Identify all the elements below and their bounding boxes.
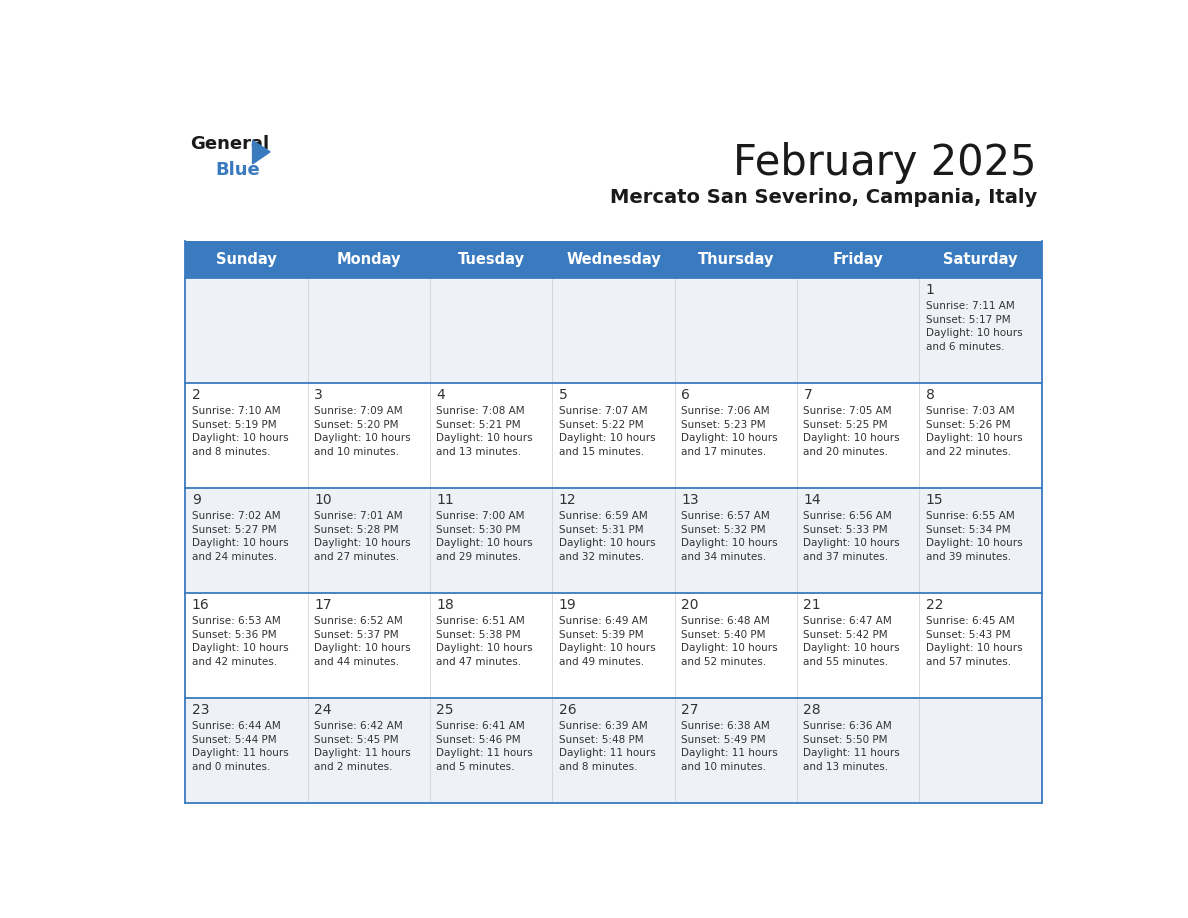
Text: 6: 6 [681,387,690,402]
Text: Sunrise: 7:09 AM
Sunset: 5:20 PM
Daylight: 10 hours
and 10 minutes.: Sunrise: 7:09 AM Sunset: 5:20 PM Dayligh… [314,406,411,457]
Bar [185,487,1042,593]
Bar [185,698,1042,803]
Text: 5: 5 [558,387,568,402]
Text: Sunrise: 6:45 AM
Sunset: 5:43 PM
Daylight: 10 hours
and 57 minutes.: Sunrise: 6:45 AM Sunset: 5:43 PM Dayligh… [925,616,1023,667]
Text: Saturday: Saturday [943,252,1018,267]
Text: Sunrise: 6:36 AM
Sunset: 5:50 PM
Daylight: 11 hours
and 13 minutes.: Sunrise: 6:36 AM Sunset: 5:50 PM Dayligh… [803,722,901,772]
Text: 25: 25 [436,703,454,717]
Text: Sunrise: 6:53 AM
Sunset: 5:36 PM
Daylight: 10 hours
and 42 minutes.: Sunrise: 6:53 AM Sunset: 5:36 PM Dayligh… [191,616,289,667]
Text: Thursday: Thursday [697,252,773,267]
Text: 8: 8 [925,387,935,402]
Text: General: General [190,135,268,153]
Text: 13: 13 [681,493,699,507]
Text: Sunrise: 7:10 AM
Sunset: 5:19 PM
Daylight: 10 hours
and 8 minutes.: Sunrise: 7:10 AM Sunset: 5:19 PM Dayligh… [191,406,289,457]
Text: Sunrise: 7:11 AM
Sunset: 5:17 PM
Daylight: 10 hours
and 6 minutes.: Sunrise: 7:11 AM Sunset: 5:17 PM Dayligh… [925,301,1023,352]
Text: Sunrise: 7:03 AM
Sunset: 5:26 PM
Daylight: 10 hours
and 22 minutes.: Sunrise: 7:03 AM Sunset: 5:26 PM Dayligh… [925,406,1023,457]
Text: 1: 1 [925,283,935,297]
Text: Sunrise: 6:39 AM
Sunset: 5:48 PM
Daylight: 11 hours
and 8 minutes.: Sunrise: 6:39 AM Sunset: 5:48 PM Dayligh… [558,722,656,772]
Text: 15: 15 [925,493,943,507]
Text: 22: 22 [925,598,943,611]
Text: Sunrise: 6:57 AM
Sunset: 5:32 PM
Daylight: 10 hours
and 34 minutes.: Sunrise: 6:57 AM Sunset: 5:32 PM Dayligh… [681,511,778,562]
Text: Tuesday: Tuesday [457,252,525,267]
Text: 17: 17 [314,598,331,611]
Text: Sunrise: 6:55 AM
Sunset: 5:34 PM
Daylight: 10 hours
and 39 minutes.: Sunrise: 6:55 AM Sunset: 5:34 PM Dayligh… [925,511,1023,562]
Text: 9: 9 [191,493,201,507]
Bar [185,277,1042,383]
Text: 7: 7 [803,387,813,402]
Text: 28: 28 [803,703,821,717]
Bar [185,593,1042,698]
Bar [185,241,1042,277]
Polygon shape [253,140,270,164]
Text: Sunrise: 6:49 AM
Sunset: 5:39 PM
Daylight: 10 hours
and 49 minutes.: Sunrise: 6:49 AM Sunset: 5:39 PM Dayligh… [558,616,656,667]
Text: Blue: Blue [216,161,260,179]
Text: Sunrise: 7:02 AM
Sunset: 5:27 PM
Daylight: 10 hours
and 24 minutes.: Sunrise: 7:02 AM Sunset: 5:27 PM Dayligh… [191,511,289,562]
Text: Sunrise: 6:41 AM
Sunset: 5:46 PM
Daylight: 11 hours
and 5 minutes.: Sunrise: 6:41 AM Sunset: 5:46 PM Dayligh… [436,722,533,772]
Text: 24: 24 [314,703,331,717]
Text: 21: 21 [803,598,821,611]
Text: Sunrise: 7:05 AM
Sunset: 5:25 PM
Daylight: 10 hours
and 20 minutes.: Sunrise: 7:05 AM Sunset: 5:25 PM Dayligh… [803,406,901,457]
Text: 12: 12 [558,493,576,507]
Text: Sunrise: 6:56 AM
Sunset: 5:33 PM
Daylight: 10 hours
and 37 minutes.: Sunrise: 6:56 AM Sunset: 5:33 PM Dayligh… [803,511,901,562]
Text: 16: 16 [191,598,209,611]
Text: 10: 10 [314,493,331,507]
Text: Wednesday: Wednesday [565,252,661,267]
Text: Sunrise: 6:48 AM
Sunset: 5:40 PM
Daylight: 10 hours
and 52 minutes.: Sunrise: 6:48 AM Sunset: 5:40 PM Dayligh… [681,616,778,667]
Text: February 2025: February 2025 [733,142,1037,184]
Text: Sunrise: 7:06 AM
Sunset: 5:23 PM
Daylight: 10 hours
and 17 minutes.: Sunrise: 7:06 AM Sunset: 5:23 PM Dayligh… [681,406,778,457]
Text: Friday: Friday [833,252,884,267]
Text: Sunrise: 7:07 AM
Sunset: 5:22 PM
Daylight: 10 hours
and 15 minutes.: Sunrise: 7:07 AM Sunset: 5:22 PM Dayligh… [558,406,656,457]
Text: 26: 26 [558,703,576,717]
Text: Sunrise: 7:08 AM
Sunset: 5:21 PM
Daylight: 10 hours
and 13 minutes.: Sunrise: 7:08 AM Sunset: 5:21 PM Dayligh… [436,406,533,457]
Text: Monday: Monday [336,252,402,267]
Text: 11: 11 [436,493,454,507]
Text: 3: 3 [314,387,323,402]
Text: Mercato San Severino, Campania, Italy: Mercato San Severino, Campania, Italy [609,188,1037,207]
Text: Sunday: Sunday [216,252,277,267]
Text: Sunrise: 6:44 AM
Sunset: 5:44 PM
Daylight: 11 hours
and 0 minutes.: Sunrise: 6:44 AM Sunset: 5:44 PM Dayligh… [191,722,289,772]
Text: Sunrise: 7:00 AM
Sunset: 5:30 PM
Daylight: 10 hours
and 29 minutes.: Sunrise: 7:00 AM Sunset: 5:30 PM Dayligh… [436,511,533,562]
Text: Sunrise: 6:42 AM
Sunset: 5:45 PM
Daylight: 11 hours
and 2 minutes.: Sunrise: 6:42 AM Sunset: 5:45 PM Dayligh… [314,722,411,772]
Text: Sunrise: 6:51 AM
Sunset: 5:38 PM
Daylight: 10 hours
and 47 minutes.: Sunrise: 6:51 AM Sunset: 5:38 PM Dayligh… [436,616,533,667]
Text: 18: 18 [436,598,454,611]
Text: Sunrise: 6:38 AM
Sunset: 5:49 PM
Daylight: 11 hours
and 10 minutes.: Sunrise: 6:38 AM Sunset: 5:49 PM Dayligh… [681,722,778,772]
Text: 20: 20 [681,598,699,611]
Text: Sunrise: 6:47 AM
Sunset: 5:42 PM
Daylight: 10 hours
and 55 minutes.: Sunrise: 6:47 AM Sunset: 5:42 PM Dayligh… [803,616,901,667]
Text: Sunrise: 6:59 AM
Sunset: 5:31 PM
Daylight: 10 hours
and 32 minutes.: Sunrise: 6:59 AM Sunset: 5:31 PM Dayligh… [558,511,656,562]
Text: Sunrise: 7:01 AM
Sunset: 5:28 PM
Daylight: 10 hours
and 27 minutes.: Sunrise: 7:01 AM Sunset: 5:28 PM Dayligh… [314,511,411,562]
Text: Sunrise: 6:52 AM
Sunset: 5:37 PM
Daylight: 10 hours
and 44 minutes.: Sunrise: 6:52 AM Sunset: 5:37 PM Dayligh… [314,616,411,667]
Text: 14: 14 [803,493,821,507]
Text: 19: 19 [558,598,576,611]
Bar [185,383,1042,487]
Text: 4: 4 [436,387,446,402]
Text: 27: 27 [681,703,699,717]
Text: 23: 23 [191,703,209,717]
Text: 2: 2 [191,387,201,402]
